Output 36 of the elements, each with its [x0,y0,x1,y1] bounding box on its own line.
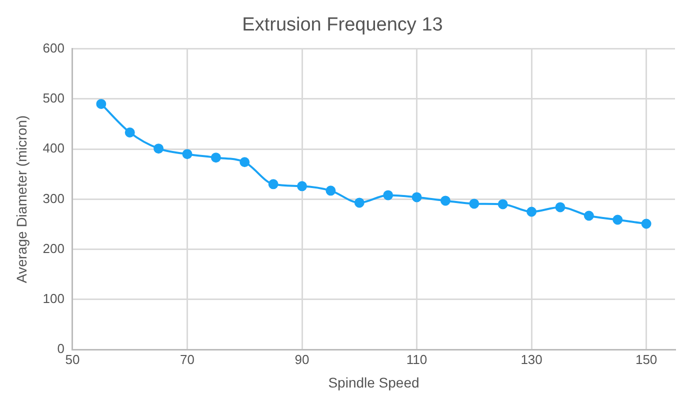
point [612,214,623,225]
point [555,202,566,212]
point [240,157,250,168]
y-tick-label: 300 [42,190,64,206]
x-tick-label: 110 [406,352,428,367]
x-tick-label: 50 [65,352,80,367]
point [210,152,221,163]
point [182,149,192,160]
x-tick-label: 90 [294,352,310,367]
point [383,190,394,200]
x-tick-label: 130 [520,352,542,367]
point [124,128,135,138]
point [469,198,480,209]
chart-title: Extrusion Frequency 13 [242,14,443,36]
point [154,144,164,154]
y-tick-label: 0 [57,341,64,356]
point [526,206,537,217]
point [584,210,594,221]
point [498,199,508,210]
y-tick-label: 400 [42,140,64,156]
point [440,196,450,206]
point [354,198,364,208]
y-tick-label: 500 [42,90,64,106]
x-tick-label: 150 [635,352,658,367]
x-tick-label: 70 [180,352,194,367]
point [326,186,336,196]
y-tick-label: 100 [42,291,64,306]
y-axis-title: Average Diameter (micron) [13,115,30,284]
y-tick-label: 600 [42,40,64,56]
x-axis-title: Spindle Speed [328,374,420,390]
point [96,98,106,109]
point [641,218,652,229]
point [268,179,278,190]
point [297,181,308,192]
point [412,192,422,202]
y-tick-label: 200 [42,240,64,256]
